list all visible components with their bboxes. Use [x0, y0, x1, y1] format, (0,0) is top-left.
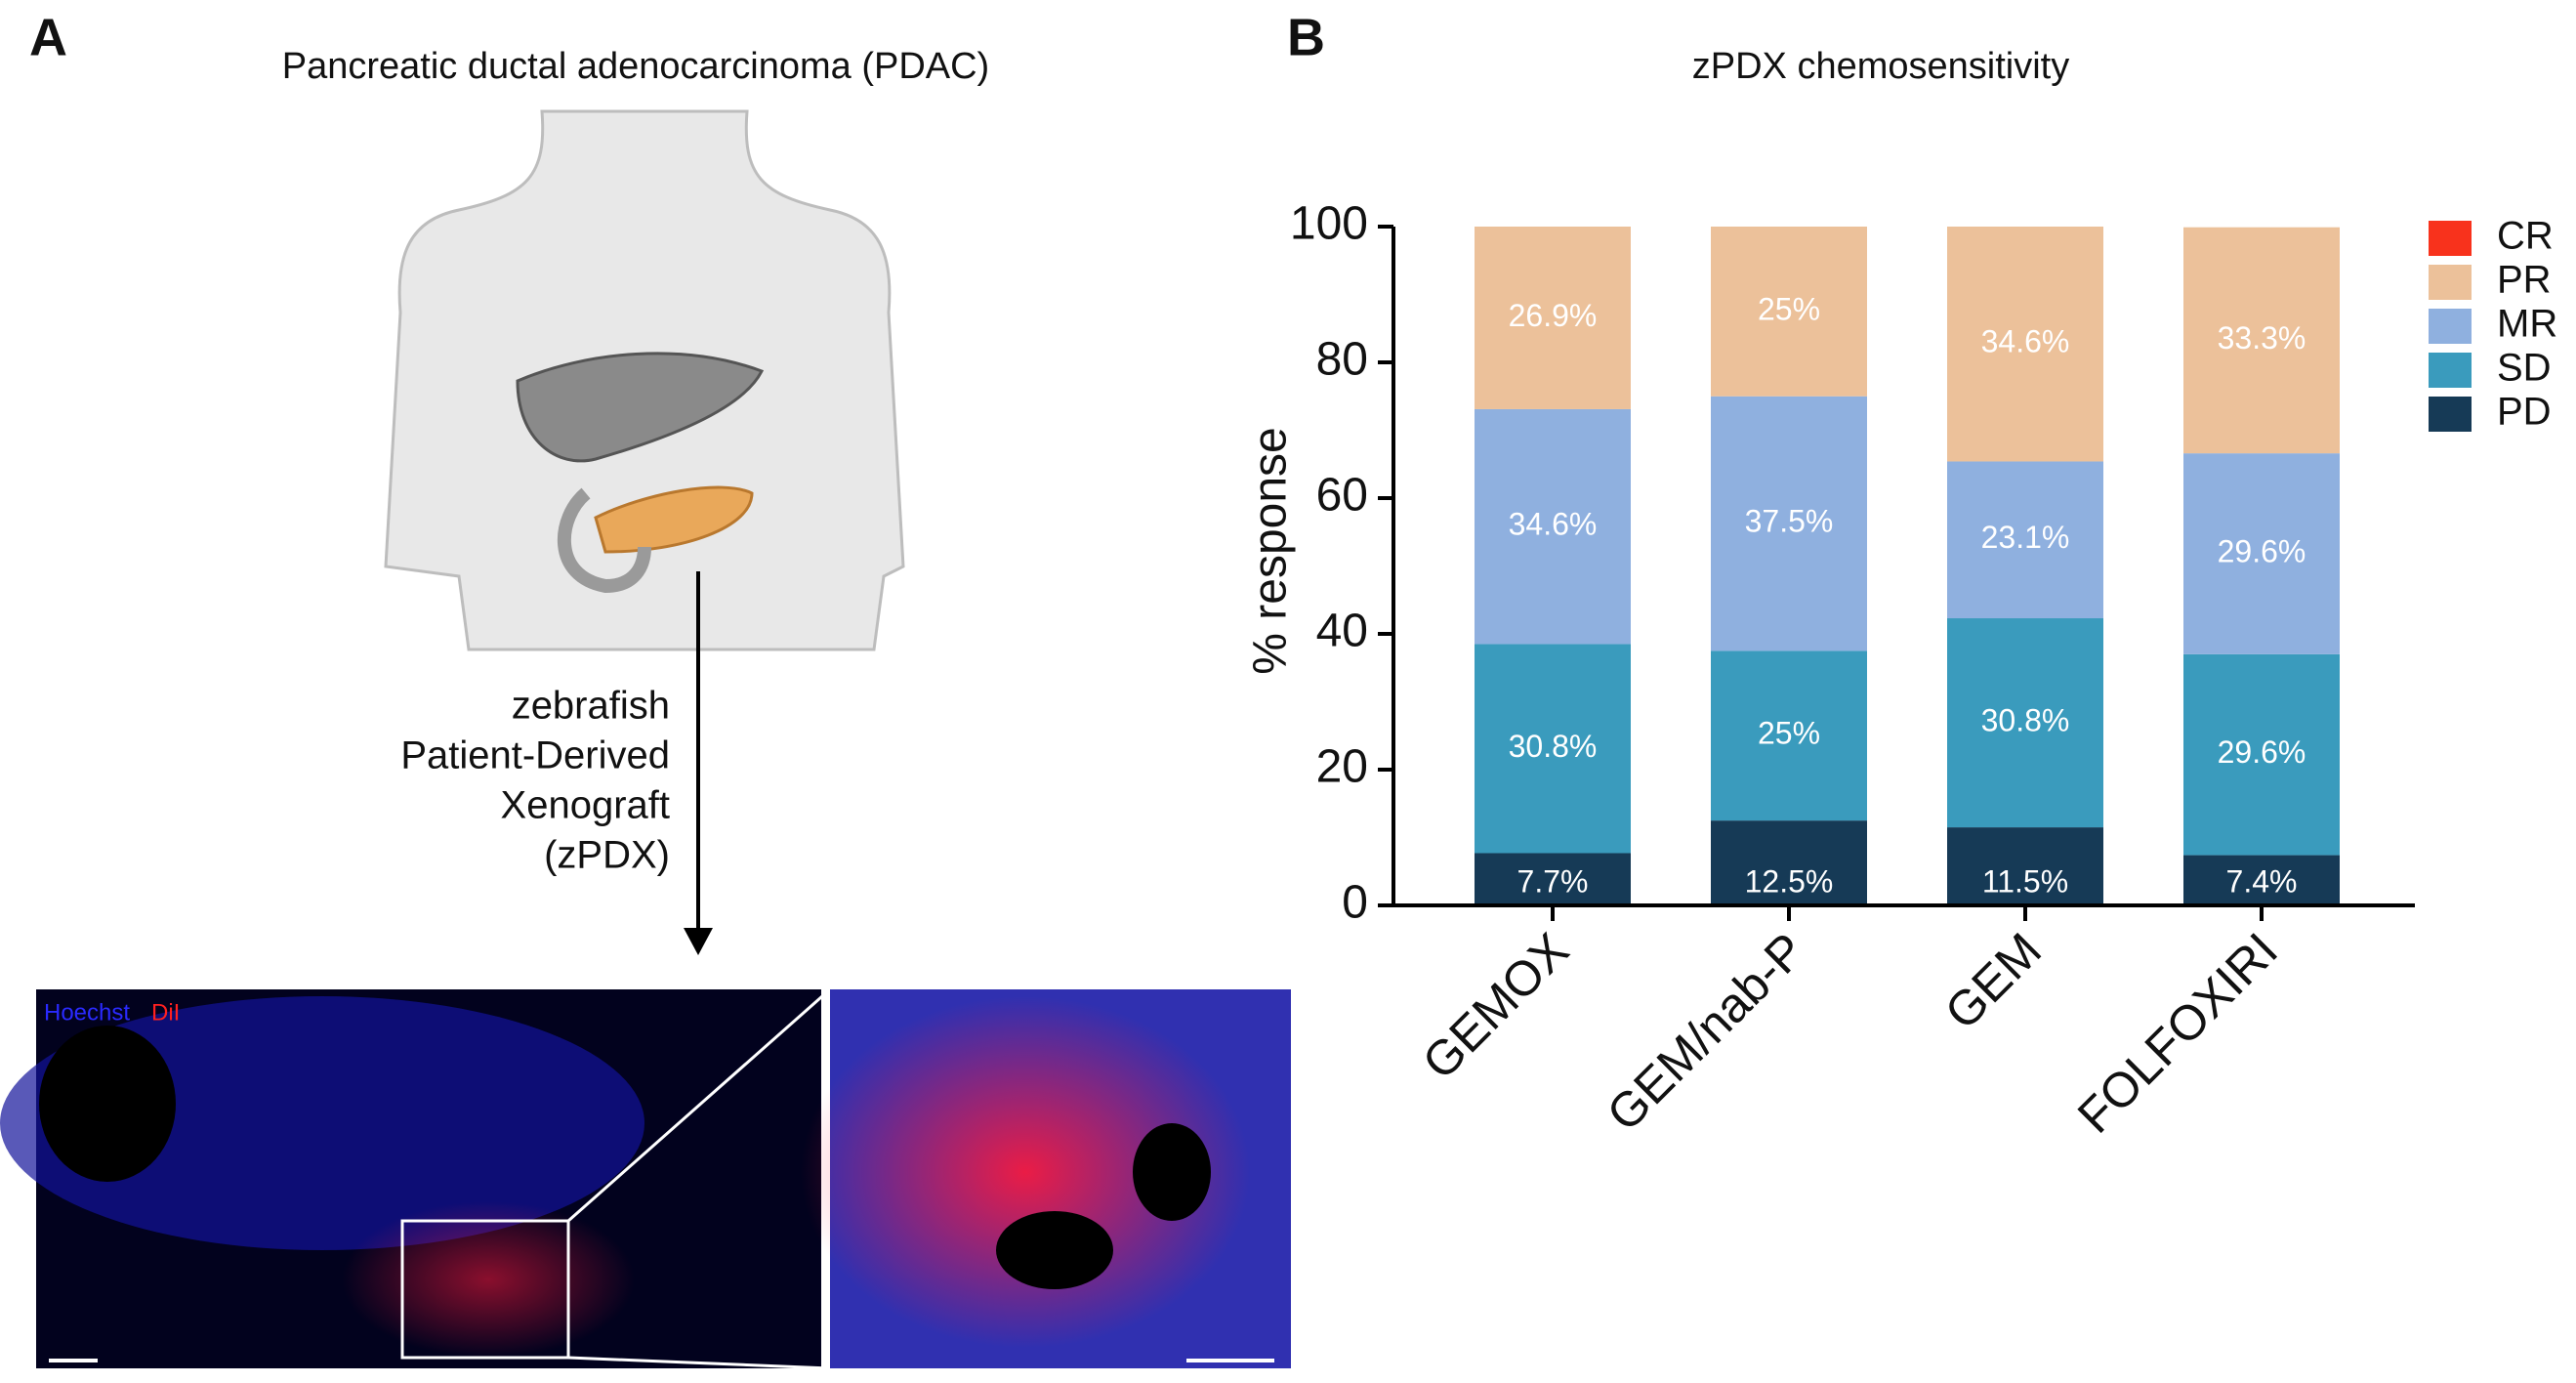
- arrow-text-line: Xenograft: [501, 784, 670, 827]
- bar-segment: [2183, 855, 2340, 905]
- bar-segment: [1711, 820, 1867, 905]
- value-label: 25%: [1758, 716, 1820, 751]
- bar-segment: [1947, 461, 2103, 619]
- microscopy: Hoechst DiI: [0, 987, 1291, 1370]
- arrow-head: [684, 928, 713, 955]
- body-illustration: [384, 109, 905, 651]
- arrow-text-line: Patient-Derived: [400, 734, 670, 777]
- y-axis-label: % response: [1245, 427, 1297, 674]
- value-label: 12.5%: [1745, 863, 1834, 899]
- chart-title: zPDX chemosensitivity: [1692, 46, 2069, 87]
- stain-label: Hoechst: [44, 999, 130, 1026]
- value-label: 37.5%: [1745, 504, 1834, 539]
- legend-label: PD: [2497, 391, 2552, 434]
- arrow-text-line: (zPDX): [544, 834, 670, 877]
- x-tick-label: GEMOX: [1412, 923, 1579, 1090]
- bar-segment: [1947, 827, 2103, 905]
- panel-title: Pancreatic ductal adenocarcinoma (PDAC): [282, 46, 989, 87]
- x-tick-label: GEM/nab-P: [1597, 923, 1815, 1142]
- x-tick-label: GEM: [1934, 923, 2052, 1040]
- legend-label: MR: [2497, 303, 2557, 346]
- value-label: 23.1%: [1981, 520, 2070, 555]
- bar-segment: [1947, 227, 2103, 462]
- bar-segment: [1711, 650, 1867, 821]
- value-label: 34.6%: [1981, 324, 2070, 359]
- y-tick-label: 40: [1316, 606, 1368, 657]
- bar-segment: [2183, 453, 2340, 654]
- legend-label: SD: [2497, 347, 2552, 390]
- bar-segment: [1711, 396, 1867, 651]
- x-tick-label: FOLFOXIRI: [2067, 923, 2288, 1144]
- bar-segment: [1475, 408, 1631, 645]
- value-label: 26.9%: [1509, 298, 1598, 333]
- value-label: 33.3%: [2218, 320, 2306, 356]
- bar-segment: [1475, 227, 1631, 409]
- legend-swatch: [2429, 221, 2472, 256]
- value-label: 34.6%: [1509, 507, 1598, 542]
- value-label: 25%: [1758, 291, 1820, 326]
- value-label: 7.7%: [1517, 863, 1589, 899]
- arrow-text-line: zebrafish: [512, 685, 670, 728]
- value-label: 7.4%: [2226, 863, 2298, 899]
- value-label: 29.6%: [2218, 533, 2306, 568]
- y-tick-label: 0: [1342, 877, 1368, 929]
- legend-swatch: [2429, 397, 2472, 432]
- bar-segment: [2183, 653, 2340, 856]
- y-tick-label: 100: [1290, 198, 1368, 250]
- y-tick-label: 60: [1316, 470, 1368, 522]
- y-tick-label: 80: [1316, 334, 1368, 386]
- legend-swatch: [2429, 265, 2472, 300]
- bar-segment: [2183, 227, 2340, 454]
- bar-segment: [1475, 853, 1631, 905]
- value-label: 30.8%: [1981, 702, 2070, 737]
- stain-label: DiI: [151, 999, 180, 1026]
- legend-swatch: [2429, 353, 2472, 388]
- legend-label: PR: [2497, 259, 2552, 302]
- bar-segment: [1711, 227, 1867, 397]
- legend-label: CR: [2497, 215, 2554, 258]
- bar-segment: [1947, 618, 2103, 828]
- arrow-text: zebrafish Patient-Derived Xenograft (zPDX): [400, 685, 670, 877]
- value-label: 29.6%: [2218, 734, 2306, 770]
- bar-segment: [1475, 644, 1631, 854]
- value-label: 11.5%: [1982, 863, 2068, 899]
- panel-label: B: [1287, 8, 1325, 66]
- panel-label: A: [29, 8, 67, 66]
- value-label: 30.8%: [1509, 729, 1598, 764]
- legend-swatch: [2429, 309, 2472, 344]
- y-tick-label: 20: [1316, 741, 1368, 793]
